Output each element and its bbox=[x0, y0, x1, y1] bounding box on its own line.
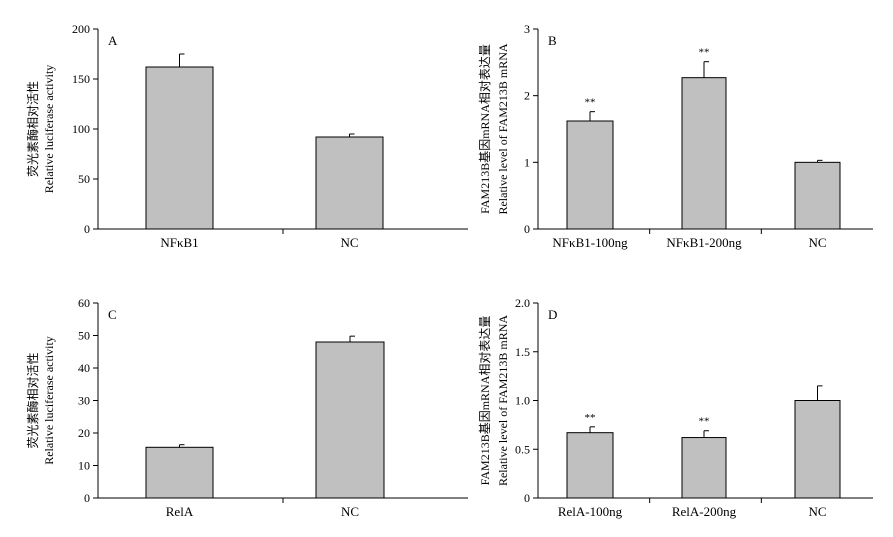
bar bbox=[681, 77, 727, 230]
bar bbox=[145, 446, 214, 499]
x-tick-label: NFκB1 bbox=[160, 235, 198, 250]
y-tick-label: 0 bbox=[84, 222, 90, 236]
y-tick-label: 0.5 bbox=[515, 442, 530, 456]
x-tick-label: NC bbox=[340, 235, 358, 250]
bar bbox=[566, 432, 614, 499]
x-tick-label: NC bbox=[341, 504, 359, 519]
bar bbox=[566, 120, 614, 230]
y-axis-label-en: Relative luciferase activity bbox=[42, 65, 56, 194]
bar bbox=[145, 66, 214, 230]
y-tick-label: 50 bbox=[78, 172, 90, 186]
y-tick-label: 0 bbox=[524, 491, 530, 505]
y-tick-label: 0 bbox=[84, 491, 90, 505]
x-tick-label: RelA-200ng bbox=[672, 504, 737, 519]
y-tick-label: 30 bbox=[78, 394, 90, 408]
bar bbox=[794, 161, 841, 230]
y-tick-label: 2.0 bbox=[515, 296, 530, 310]
y-tick-label: 10 bbox=[78, 459, 90, 473]
y-tick-label: 40 bbox=[78, 361, 90, 375]
x-tick-label: NFκB1-200ng bbox=[666, 235, 742, 250]
y-tick-label: 1.0 bbox=[515, 394, 530, 408]
panel-label: B bbox=[548, 33, 557, 48]
x-tick-label: NFκB1-100ng bbox=[552, 235, 628, 250]
panel-d: 0 0.5 1.0 1.5 2.0 ** RelA-100ng ** RelA-200ng NC D… bbox=[478, 296, 873, 519]
y-axis-label-en: Relative luciferase activity bbox=[42, 336, 56, 465]
x-tick-label: RelA bbox=[166, 504, 194, 519]
significance-marker: ** bbox=[585, 412, 596, 424]
bar bbox=[315, 341, 385, 499]
panel-c: 0 10 20 30 40 50 60 RelA NC C 荧光素酶相对活性 Relative luc… bbox=[25, 296, 468, 519]
y-tick-label: 1 bbox=[524, 155, 530, 169]
x-tick-label: RelA-100ng bbox=[558, 504, 623, 519]
panel-label: C bbox=[108, 307, 117, 322]
panel-label: D bbox=[548, 307, 557, 322]
significance-marker: ** bbox=[699, 416, 710, 428]
y-axis-label-cn: FAM213B基因mRNA相对表达量 bbox=[478, 44, 492, 214]
bar bbox=[681, 437, 727, 499]
significance-marker: ** bbox=[585, 97, 596, 109]
y-tick-label: 0 bbox=[524, 222, 530, 236]
bar bbox=[315, 136, 384, 230]
y-tick-label: 2 bbox=[524, 89, 530, 103]
y-tick-label: 3 bbox=[524, 22, 530, 36]
panel-a: 0 50 100 150 200 NFκB1 NC A 荧光素酶相对活性 Relative luc… bbox=[25, 22, 468, 250]
y-axis-label-cn: 荧光素酶相对活性 bbox=[25, 81, 40, 177]
x-tick-label: NC bbox=[808, 504, 826, 519]
y-axis-label-cn: 荧光素酶相对活性 bbox=[25, 352, 40, 448]
y-tick-label: 1.5 bbox=[515, 345, 530, 359]
y-tick-label: 100 bbox=[72, 122, 90, 136]
y-axis-label-cn: FAM213B基因mRNA相对表达量 bbox=[478, 316, 492, 486]
x-tick-label: NC bbox=[808, 235, 826, 250]
panel-b: 0 1 2 3 ** NFκB1-100ng ** NFκB1-200ng NC B FAM213B… bbox=[478, 22, 873, 250]
y-tick-label: 60 bbox=[78, 296, 90, 310]
y-tick-label: 200 bbox=[72, 22, 90, 36]
y-tick-label: 20 bbox=[78, 426, 90, 440]
y-tick-label: 150 bbox=[72, 72, 90, 86]
panel-label: A bbox=[108, 33, 118, 48]
y-axis-label-en: Relative level of FAM213B mRNA bbox=[496, 43, 510, 214]
significance-marker: ** bbox=[699, 47, 710, 59]
y-tick-label: 50 bbox=[78, 329, 90, 343]
y-axis-label-en: Relative level of FAM213B mRNA bbox=[496, 315, 510, 486]
bar bbox=[794, 400, 841, 499]
